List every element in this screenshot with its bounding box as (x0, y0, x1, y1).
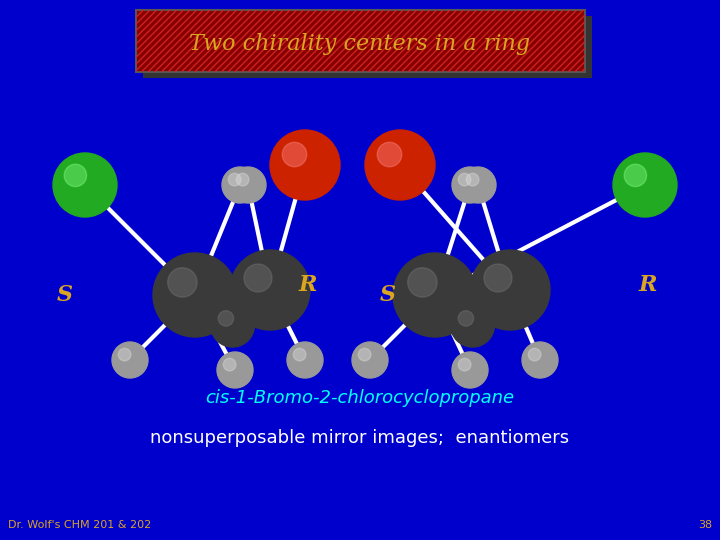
Circle shape (452, 352, 488, 388)
Circle shape (153, 253, 237, 337)
Circle shape (624, 164, 647, 187)
Circle shape (53, 153, 117, 217)
FancyBboxPatch shape (143, 16, 592, 78)
Text: S: S (380, 284, 396, 306)
Circle shape (359, 348, 371, 361)
Text: Two chirality centers in a ring: Two chirality centers in a ring (189, 33, 531, 55)
Circle shape (459, 173, 471, 186)
Circle shape (287, 342, 323, 378)
Circle shape (408, 268, 437, 297)
Circle shape (528, 348, 541, 361)
Circle shape (352, 342, 388, 378)
Circle shape (230, 167, 266, 203)
Text: cis-1-Bromo-2-chlorocyclopropane: cis-1-Bromo-2-chlorocyclopropane (205, 389, 515, 407)
Circle shape (460, 167, 496, 203)
Circle shape (293, 348, 306, 361)
Circle shape (452, 167, 488, 203)
Circle shape (168, 268, 197, 297)
Text: R: R (639, 274, 657, 296)
Circle shape (244, 264, 272, 292)
Circle shape (230, 250, 310, 330)
Circle shape (522, 342, 558, 378)
Circle shape (377, 142, 402, 167)
Circle shape (451, 303, 495, 347)
FancyBboxPatch shape (136, 10, 585, 72)
Text: Dr. Wolf's CHM 201 & 202: Dr. Wolf's CHM 201 & 202 (8, 520, 151, 530)
Circle shape (210, 303, 254, 347)
Circle shape (228, 173, 241, 186)
Circle shape (282, 142, 307, 167)
Circle shape (393, 253, 477, 337)
Circle shape (365, 130, 435, 200)
Circle shape (613, 153, 677, 217)
Circle shape (112, 342, 148, 378)
Circle shape (218, 310, 233, 326)
Circle shape (223, 359, 236, 371)
Text: 38: 38 (698, 520, 712, 530)
Circle shape (470, 250, 550, 330)
Text: nonsuperposable mirror images;  enantiomers: nonsuperposable mirror images; enantiome… (150, 429, 570, 447)
Circle shape (484, 264, 512, 292)
Circle shape (217, 352, 253, 388)
Circle shape (236, 173, 249, 186)
Text: R: R (299, 274, 318, 296)
Circle shape (270, 130, 340, 200)
Circle shape (64, 164, 86, 187)
Circle shape (458, 310, 474, 326)
Circle shape (118, 348, 131, 361)
Circle shape (222, 167, 258, 203)
Circle shape (467, 173, 479, 186)
Circle shape (459, 359, 471, 371)
Text: S: S (57, 284, 73, 306)
